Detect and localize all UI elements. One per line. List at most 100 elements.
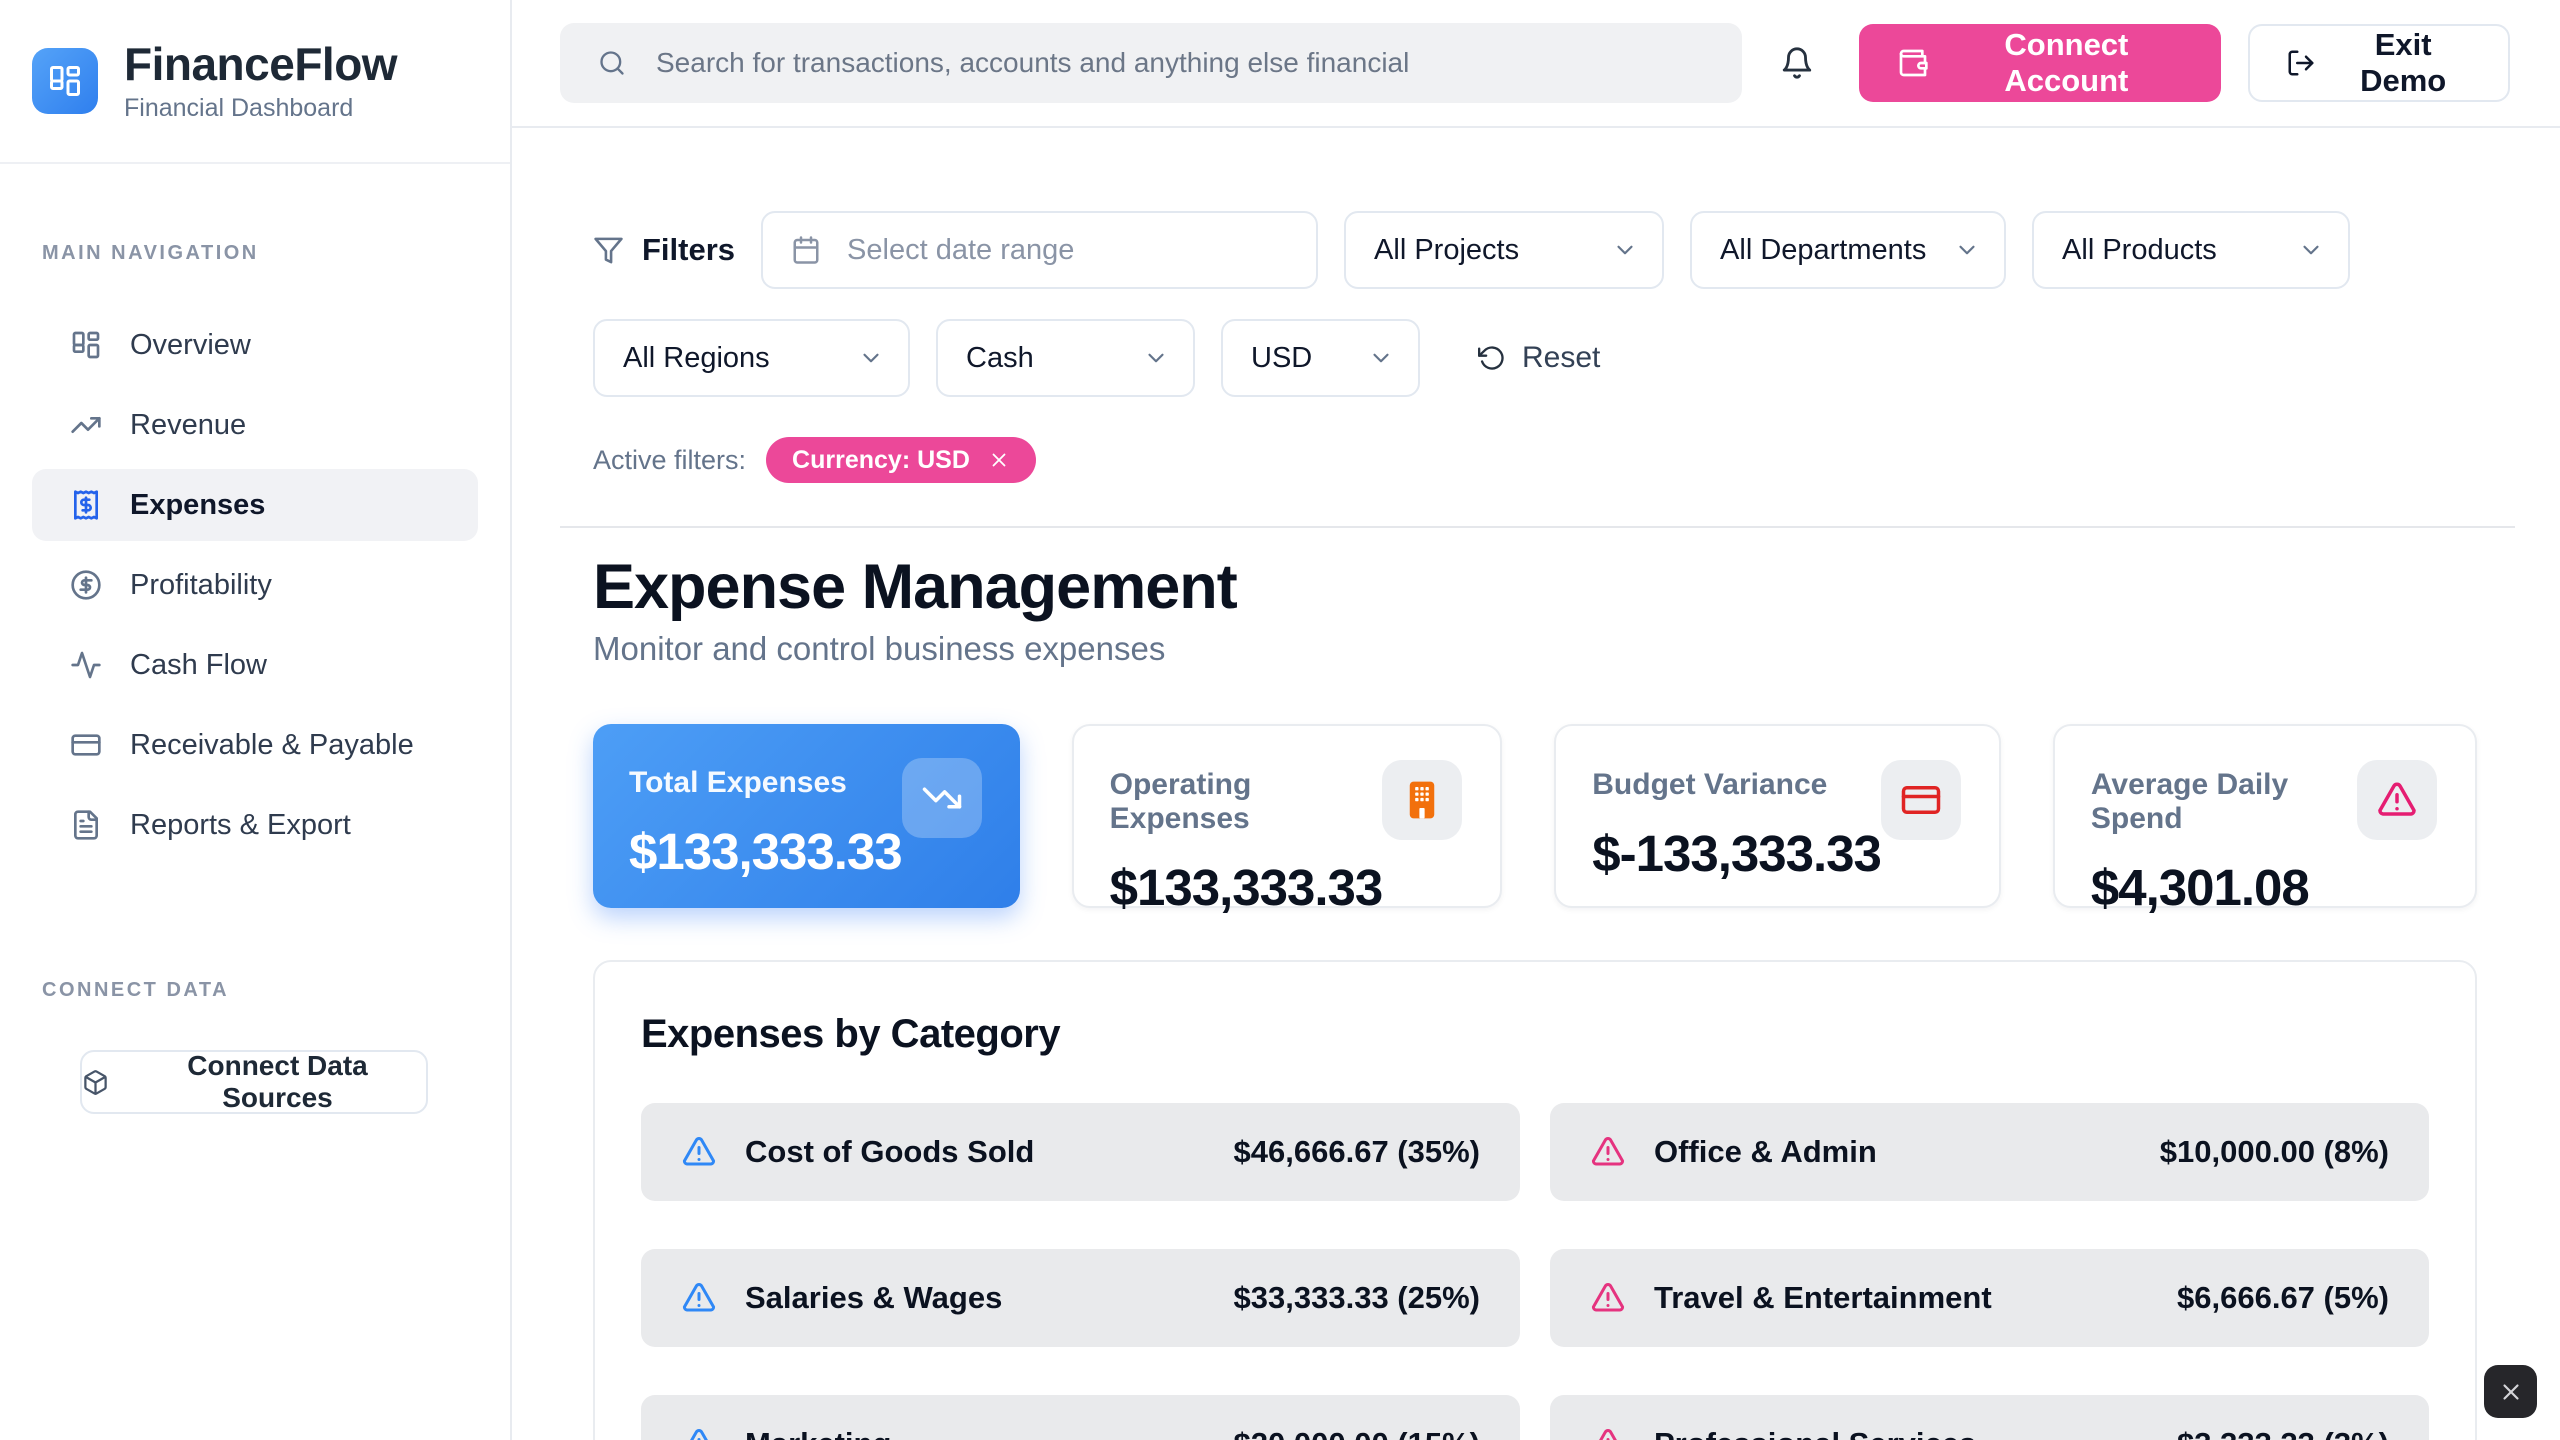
triangle-alert-icon (681, 1280, 717, 1316)
stat-icon-chip (901, 758, 982, 839)
stat-card-total-expenses[interactable]: Total Expenses $133,333.33 (593, 724, 1020, 909)
active-filters-label: Active filters: (593, 444, 747, 475)
file-text-icon (70, 809, 102, 841)
exit-demo-button[interactable]: Exit Demo (2248, 24, 2511, 102)
triangle-alert-icon (681, 1426, 717, 1440)
credit-card-icon (70, 729, 102, 761)
layout-dashboard-icon (70, 329, 102, 361)
date-range-input[interactable] (761, 211, 1319, 289)
stat-label: Average Daily Spend (2090, 768, 2289, 836)
sidebar-item-reports-export[interactable]: Reports & Export (32, 789, 478, 861)
page-title: Expense Management (593, 552, 1238, 622)
active-filters: Active filters: Currency: USD (593, 437, 2477, 483)
chip-close-icon[interactable] (988, 449, 1010, 471)
currency-chip-label: Currency: USD (792, 445, 970, 474)
payment-method-filter-select[interactable]: Cash (936, 319, 1195, 397)
logout-icon (2286, 48, 2316, 78)
products-filter-value: All Products (2062, 233, 2217, 266)
wallet-icon (1897, 47, 1929, 79)
search-input[interactable] (560, 23, 1742, 103)
sidebar-item-label: Profitability (130, 568, 272, 601)
stat-card-body: Average Daily Spend $4,301.08 (2090, 760, 2357, 916)
stat-value: $4,301.08 (2090, 859, 2310, 917)
sidebar-item-overview[interactable]: Overview (32, 309, 478, 381)
connect-data-sources-button[interactable]: Connect Data Sources (80, 1050, 428, 1114)
connect-account-button[interactable]: Connect Account (1859, 24, 2222, 102)
app-title: FinanceFlow (124, 38, 398, 91)
products-filter-select[interactable]: All Products (2032, 211, 2351, 289)
activity-icon (70, 649, 102, 681)
stat-label: Budget Variance (1592, 768, 1828, 802)
sidebar-item-cash-flow[interactable]: Cash Flow (32, 629, 478, 701)
triangle-alert-icon (2376, 779, 2418, 821)
stat-card-body: Total Expenses $133,333.33 (629, 758, 903, 908)
credit-card-icon (1900, 779, 1942, 821)
currency-filter-value: USD (1251, 341, 1313, 374)
sidebar-item-label: Receivable & Payable (130, 728, 414, 761)
sidebar-item-receivable-payable[interactable]: Receivable & Payable (32, 709, 478, 781)
departments-filter-value: All Departments (1720, 233, 1927, 266)
stat-label: Total Expenses (629, 766, 847, 800)
sidebar-item-expenses[interactable]: Expenses (32, 469, 478, 541)
sidebar-item-label: Overview (130, 328, 251, 361)
category-label: Professional Services (1654, 1426, 2149, 1440)
category-value: $10,000.00 (8%) (2159, 1134, 2389, 1170)
search-icon (598, 49, 626, 77)
departments-filter-select[interactable]: All Departments (1690, 211, 2007, 289)
sidebar-item-label: Revenue (130, 408, 247, 441)
stat-value: $-133,333.33 (1592, 825, 1882, 883)
category-row-cost-of-goods-sold: Cost of Goods Sold $46,666.67 (35%) (641, 1103, 1520, 1202)
app-logo (32, 48, 98, 114)
reset-label: Reset (1522, 341, 1601, 374)
connect-data-section-label: CONNECT DATA (42, 979, 230, 1001)
trending-up-icon (70, 409, 102, 441)
filters-label: Filters (642, 232, 736, 267)
stat-card-operating-expenses[interactable]: Operating Expenses $133,333.33 (1071, 724, 1503, 916)
chevron-down-icon (2298, 237, 2324, 263)
category-label: Office & Admin (1654, 1134, 1877, 1170)
stat-card-budget-variance[interactable]: Budget Variance $-133,333.33 (1554, 724, 2001, 909)
sidebar-item-profitability[interactable]: Profitability (32, 549, 478, 621)
category-label: Marketing (745, 1426, 1206, 1440)
date-range-field (761, 211, 1319, 289)
regions-filter-value: All Regions (623, 341, 770, 374)
sidebar-item-label: Cash Flow (130, 648, 267, 681)
content: Filters All Projects All Departments All P… (512, 128, 2560, 1440)
close-overlay-button[interactable] (2484, 1365, 2537, 1418)
sidebar: FinanceFlow Financial Dashboard MAIN NAV… (0, 0, 512, 1440)
app-subtitle: Financial Dashboard (124, 93, 354, 122)
filters-row-2: All Regions Cash USD Reset (593, 319, 2477, 397)
projects-filter-select[interactable]: All Projects (1344, 211, 1665, 289)
reset-filters-button[interactable]: Reset (1478, 341, 1600, 375)
triangle-alert-icon (681, 1134, 717, 1170)
currency-filter-chip[interactable]: Currency: USD (766, 437, 1036, 483)
projects-filter-value: All Projects (1374, 233, 1520, 266)
stat-value: $133,333.33 (1109, 859, 1384, 917)
triangle-alert-icon (1590, 1280, 1626, 1316)
notifications-button[interactable] (1766, 30, 1827, 96)
stat-card-body: Operating Expenses $133,333.33 (1110, 760, 1384, 916)
dashboard-logo-icon (47, 63, 83, 99)
sidebar-item-revenue[interactable]: Revenue (32, 389, 478, 461)
chevron-down-icon (858, 345, 884, 371)
category-row-salaries-wages: Salaries & Wages $33,333.33 (25%) (641, 1249, 1520, 1348)
regions-filter-select[interactable]: All Regions (593, 319, 910, 397)
calendar-icon (791, 235, 821, 265)
category-list: Cost of Goods Sold $46,666.67 (35%) Offic… (641, 1103, 2429, 1440)
stat-card-average-daily-spend[interactable]: Average Daily Spend $4,301.08 (2052, 724, 2477, 916)
category-row-professional-services: Professional Services $3,333.33 (3%) (1550, 1395, 2429, 1440)
triangle-alert-icon (1590, 1134, 1626, 1170)
filters-panel: Filters All Projects All Departments All P… (593, 211, 2477, 483)
brand-header: FinanceFlow Financial Dashboard (0, 0, 510, 164)
stat-icon-chip (2357, 760, 2437, 841)
chevron-down-icon (1954, 237, 1980, 263)
stat-cards: Total Expenses $133,333.33 Operating Exp… (593, 724, 2477, 916)
expenses-by-category-card: Expenses by Category Cost of Goods Sold … (593, 960, 2477, 1440)
package-icon (82, 1069, 109, 1096)
chevron-down-icon (1143, 345, 1169, 371)
funnel-icon (593, 235, 624, 266)
filters-title: Filters (593, 232, 735, 268)
currency-filter-select[interactable]: USD (1221, 319, 1420, 397)
topbar: Connect Account Exit Demo (512, 0, 2560, 128)
category-section-title: Expenses by Category (641, 1012, 1061, 1057)
